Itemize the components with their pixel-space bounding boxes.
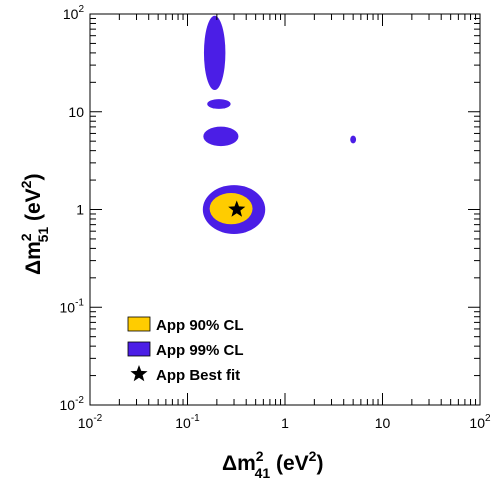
y-axis-title-sub: 51 <box>35 227 51 243</box>
y-axis-title-unit: (eV <box>22 188 45 227</box>
y-axis-title: Δm251 (eV2) <box>18 174 51 275</box>
region-99cl-1 <box>207 99 231 109</box>
x-tick-label: 10 <box>375 415 391 431</box>
legend-swatch-99 <box>127 341 151 357</box>
legend-star-icon <box>130 365 148 382</box>
legend-label-90: App 90% CL <box>156 317 244 334</box>
y-tick-label: 10 <box>68 104 84 120</box>
y-axis-title-close: ) <box>22 174 45 181</box>
legend-label-99: App 99% CL <box>156 342 244 359</box>
legend-swatch-90 <box>127 316 151 332</box>
x-tick-label: 10-1 <box>175 413 200 431</box>
x-axis-title-close: ) <box>316 452 323 475</box>
x-tick-label: 102 <box>469 413 491 431</box>
x-axis-title-prefix: Δm <box>222 452 256 475</box>
x-axis-title-unit-sup: 2 <box>309 448 317 464</box>
legend: App 90% CL App 99% CL App Best fit <box>127 316 244 384</box>
region-99cl-0 <box>203 15 226 91</box>
legend-label-bestfit: App Best fit <box>156 367 240 384</box>
x-axis-title-sub: 41 <box>255 465 271 481</box>
y-tick-label: 1 <box>76 202 84 218</box>
confidence-regions <box>202 15 357 234</box>
region-99cl-4 <box>350 135 357 144</box>
x-axis-title-unit: (eV <box>270 452 309 475</box>
axis-ticks <box>89 14 480 406</box>
y-tick-label: 102 <box>63 4 85 22</box>
x-axis-title: Δm2 41 (eV2) <box>222 448 323 481</box>
x-axis-title-sup: 2 <box>256 448 264 464</box>
y-axis-title-unit-sup: 2 <box>18 180 34 188</box>
x-tick-label: 1 <box>281 415 289 431</box>
best-fit-marker <box>228 200 246 217</box>
region-99cl-2 <box>203 126 239 147</box>
x-tick-label: 10-2 <box>78 413 103 431</box>
y-axis-title-prefix: Δm <box>22 241 45 275</box>
y-tick-label: 10-2 <box>60 395 85 413</box>
tick-labels: 10-2 10-1 1 10 102 10-2 10-1 1 10 102 <box>60 4 491 431</box>
y-axis-title-sup: 2 <box>18 233 34 241</box>
y-tick-label: 10-1 <box>60 297 85 315</box>
